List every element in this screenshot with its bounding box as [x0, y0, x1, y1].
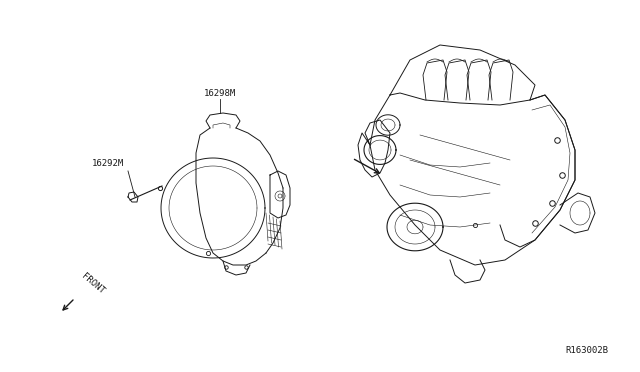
Text: 16292M: 16292M [92, 159, 124, 168]
Text: R163002B: R163002B [565, 346, 608, 355]
Text: FRONT: FRONT [80, 272, 106, 296]
Text: 16298M: 16298M [204, 89, 236, 98]
